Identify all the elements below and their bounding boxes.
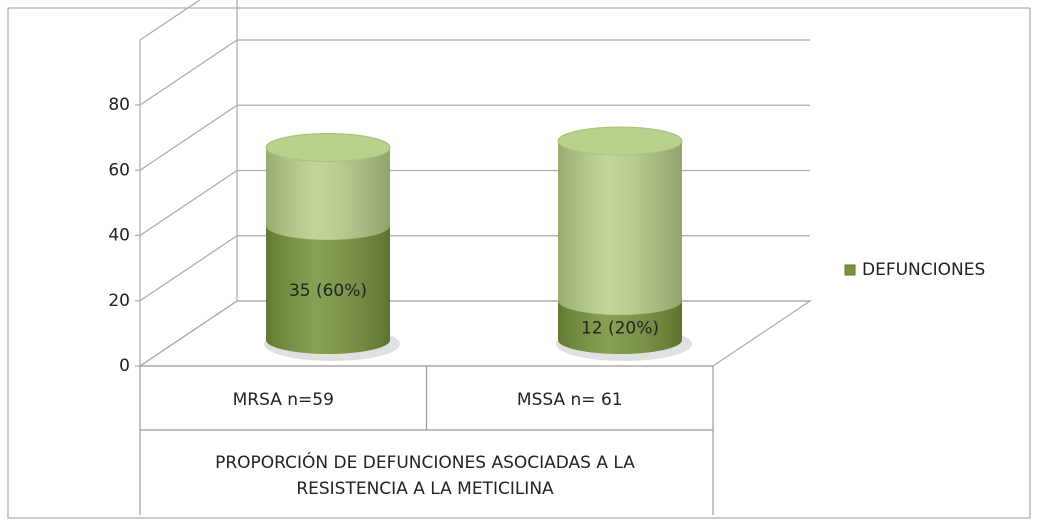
y-tick-label: 60 <box>108 160 130 180</box>
grid-top <box>139 0 201 41</box>
data-label: 35 (60%) <box>289 281 367 301</box>
y-tick-label: 80 <box>108 95 130 115</box>
axis-title: PROPORCIÓN DE DEFUNCIONES ASOCIADAS A LA… <box>215 453 635 499</box>
cylinder-shading <box>266 147 390 240</box>
grid-line <box>139 300 810 367</box>
cylinder-shading <box>266 225 390 354</box>
x-tick-label: MSSA n= 61 <box>517 390 623 410</box>
y-tick-label: 0 <box>119 356 130 376</box>
floor <box>139 300 812 367</box>
y-tick-label: 40 <box>108 226 130 246</box>
legend-label: DEFUNCIONES <box>862 260 985 280</box>
x-tick-label: MRSA n=59 <box>233 390 334 410</box>
legend-swatch <box>844 264 856 276</box>
data-label: 12 (20%) <box>581 318 659 338</box>
cylinder-top <box>557 126 683 156</box>
grid-line <box>139 104 810 171</box>
cylinder-shading <box>558 140 682 315</box>
cylinder-top <box>265 133 391 163</box>
grid-line <box>139 235 810 302</box>
cylinder-shading <box>558 300 682 354</box>
border <box>7 7 1031 519</box>
grid-line <box>139 39 810 106</box>
grid-line <box>139 169 810 236</box>
y-tick-label: 20 <box>108 291 130 311</box>
